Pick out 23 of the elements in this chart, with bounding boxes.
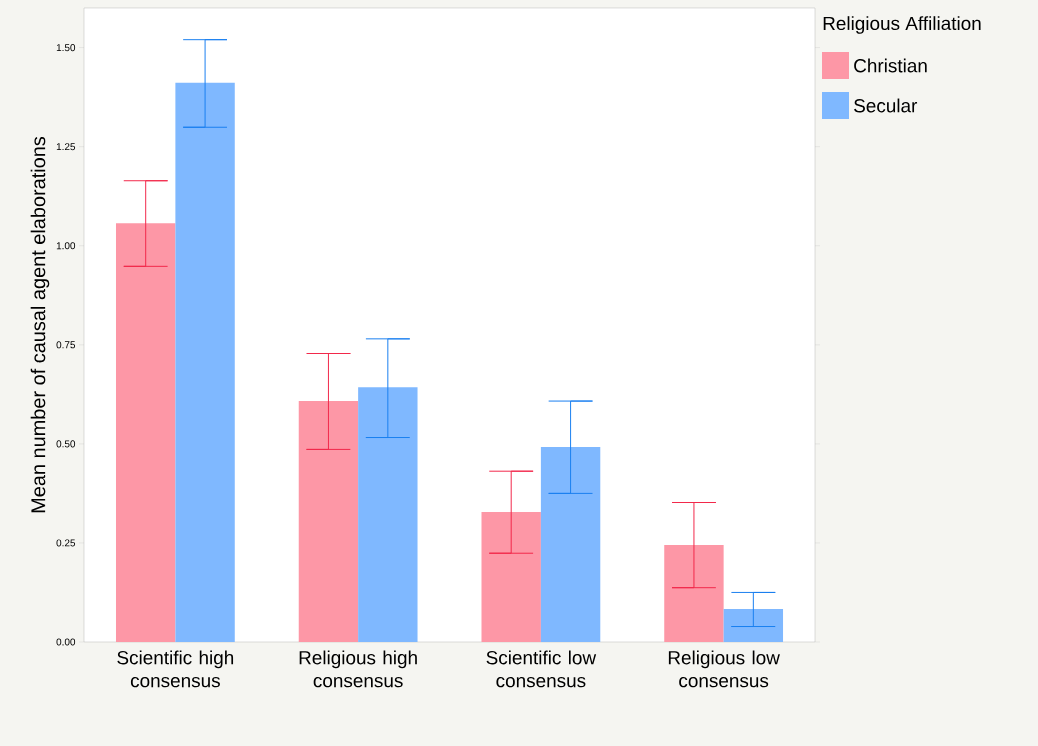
- y-tick-label: 1.00: [56, 242, 76, 250]
- y-tick-label: 1.50: [56, 44, 76, 52]
- bar: [115, 223, 176, 642]
- bar: [664, 544, 724, 642]
- bar: [540, 447, 601, 642]
- y-tick-label: 0.50: [56, 440, 76, 448]
- y-tick-label: 0.25: [56, 539, 76, 547]
- legend-label: Secular: [854, 98, 918, 113]
- bar: [358, 387, 418, 642]
- y-tick-label: 1.25: [56, 143, 76, 151]
- bar: [481, 512, 541, 642]
- bar: [723, 609, 784, 642]
- x-tick-label: Scientific high consensus: [117, 650, 234, 688]
- x-tick-label: Scientific low consensus: [486, 650, 597, 688]
- bar: [175, 82, 235, 642]
- x-tick-label: Religious high consensus: [299, 650, 417, 688]
- y-tick-label: 0.75: [56, 341, 76, 349]
- y-axis-title: Mean number of causal agent elaborations: [30, 136, 50, 513]
- bar: [298, 401, 359, 642]
- legend-title: Religious Affiliation: [823, 16, 981, 34]
- legend-label: Christian: [854, 58, 927, 73]
- y-tick-label: 0.00: [56, 638, 76, 646]
- x-tick-label: Religious low consensus: [668, 650, 780, 688]
